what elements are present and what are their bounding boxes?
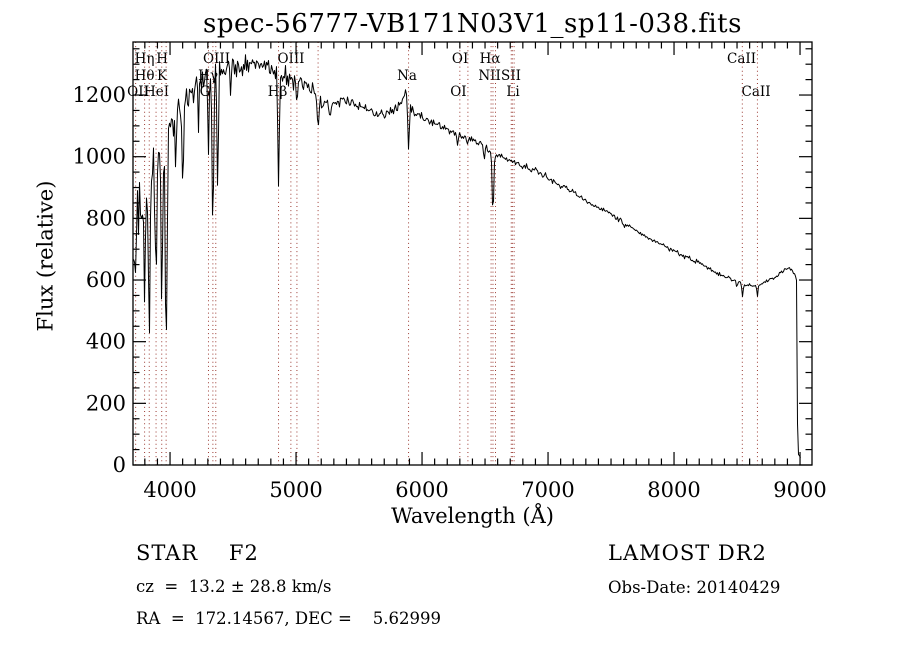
radial-velocity-text: cz = 13.2 ± 28.8 km/s bbox=[136, 577, 332, 596]
y-tick-label: 200 bbox=[86, 391, 126, 415]
line-label: OI bbox=[450, 84, 466, 100]
x-tick-label: 9000 bbox=[773, 478, 826, 502]
line-label: K bbox=[157, 68, 168, 84]
y-tick-label: 600 bbox=[86, 268, 126, 292]
survey-release-text: LAMOST DR2 bbox=[608, 541, 767, 565]
line-label: G bbox=[200, 84, 211, 100]
x-tick-label: 6000 bbox=[395, 478, 448, 502]
line-label: HeI bbox=[144, 84, 169, 100]
spectrum-trace bbox=[133, 54, 801, 458]
line-label: Li bbox=[506, 84, 520, 100]
x-tick-label: 7000 bbox=[521, 478, 574, 502]
line-label: NII bbox=[478, 68, 500, 84]
plot-title: spec-56777-VB171N03V1_sp11-038.fits bbox=[203, 9, 742, 39]
ra-dec-text: RA = 172.14567, DEC = 5.62999 bbox=[136, 609, 442, 628]
line-label: Hθ bbox=[135, 68, 155, 84]
x-tick-label: 8000 bbox=[647, 478, 700, 502]
line-label: Hβ bbox=[268, 84, 288, 100]
line-label: SII bbox=[501, 68, 521, 84]
obs-date-text: Obs-Date: 20140429 bbox=[608, 578, 781, 597]
y-tick-label: 800 bbox=[86, 206, 126, 230]
x-tick-label: 5000 bbox=[269, 478, 322, 502]
line-label: OIII bbox=[203, 51, 230, 67]
y-tick-label: 1200 bbox=[73, 83, 126, 107]
x-axis-label: Wavelength (Å) bbox=[391, 504, 554, 528]
y-tick-label: 1000 bbox=[73, 145, 126, 169]
y-tick-label: 400 bbox=[86, 330, 126, 354]
line-label: Hα bbox=[480, 51, 501, 67]
axis-box bbox=[132, 41, 813, 466]
y-tick-label: 0 bbox=[113, 453, 126, 477]
line-label: Na bbox=[397, 68, 417, 84]
line-label: CaII bbox=[742, 84, 771, 100]
x-tick-label: 4000 bbox=[143, 478, 196, 502]
line-label: CaII bbox=[727, 51, 756, 67]
classification-text: STAR F2 bbox=[136, 541, 259, 565]
y-axis-label: Flux (relative) bbox=[33, 180, 58, 332]
